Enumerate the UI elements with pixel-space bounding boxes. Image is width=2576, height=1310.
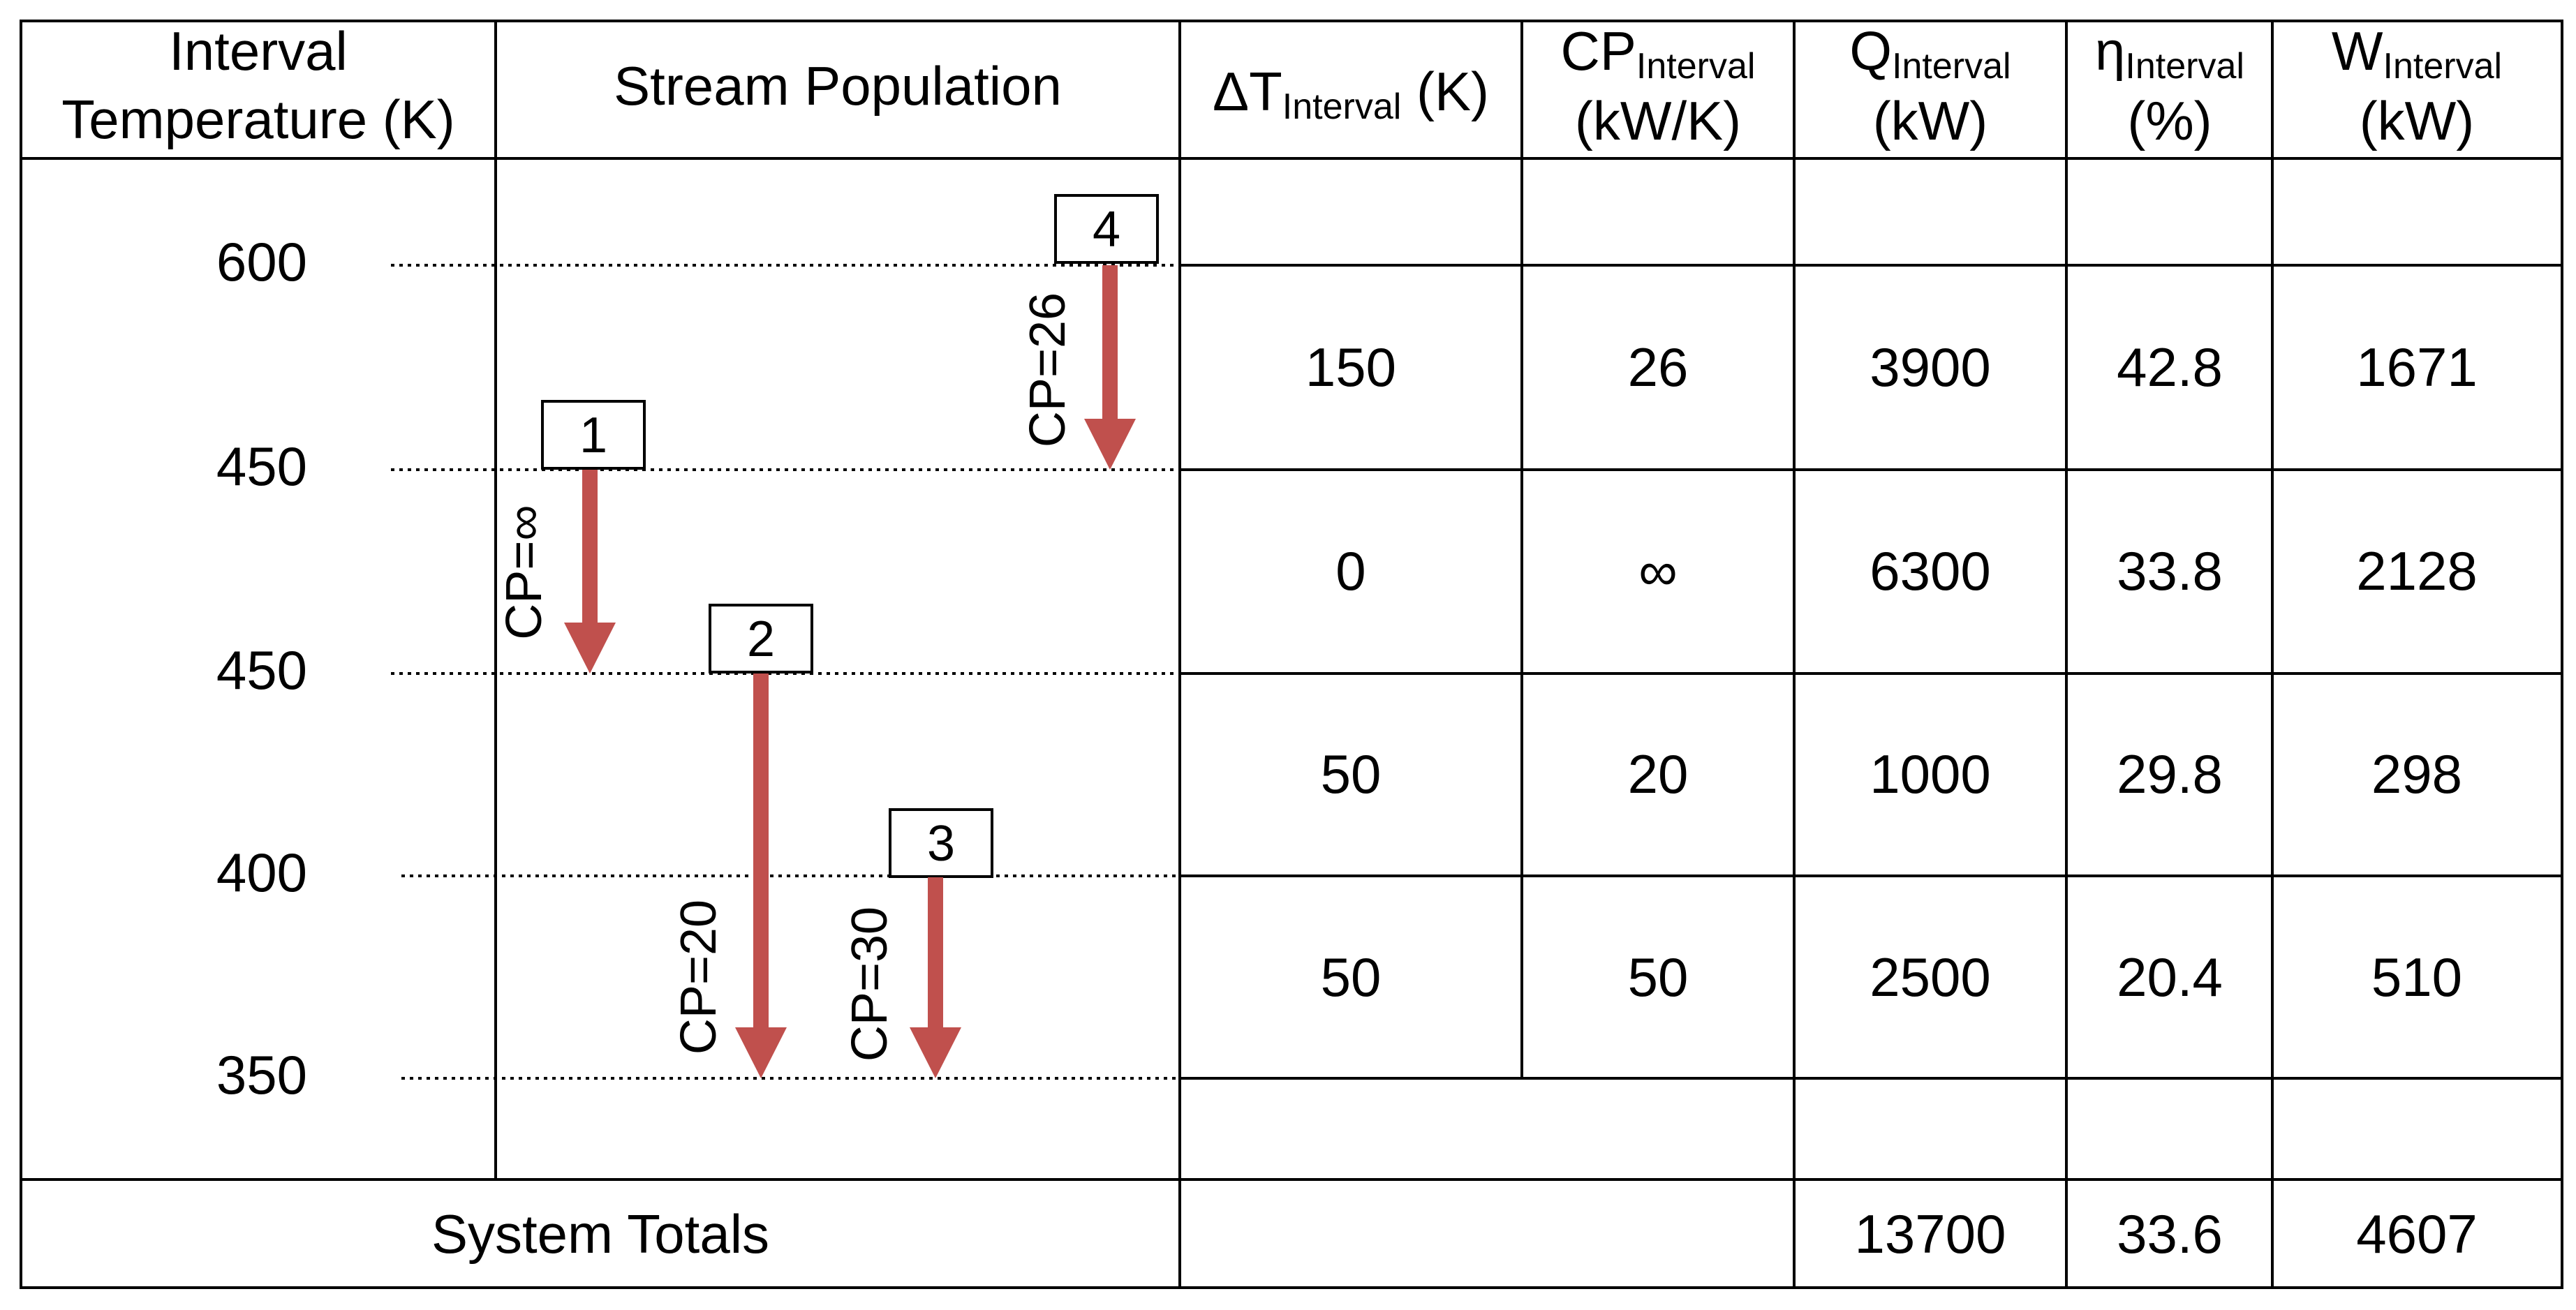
- totals-q: 13700: [1855, 1203, 2006, 1265]
- temp-label: 450: [216, 639, 307, 701]
- cell-q: 3900: [1870, 336, 1991, 398]
- header-q-unit: (kW): [1873, 90, 1988, 151]
- header-interval-temperature-line1: Interval: [169, 20, 348, 82]
- totals-eta: 33.6: [2117, 1203, 2223, 1265]
- stream-id-box: [541, 400, 646, 470]
- stream-id-box: [709, 604, 813, 673]
- interval-rows: 150 26 3900 42.8 1671 0 ∞ 6300 33.8 2128…: [1305, 336, 2478, 1008]
- cell-cp: 26: [1628, 336, 1689, 398]
- cell-delta-t: 150: [1305, 336, 1396, 398]
- stream-id-box: [889, 808, 993, 878]
- stream-arrow-head: [735, 1027, 787, 1078]
- totals-label: System Totals: [431, 1203, 769, 1265]
- header-q-symbol: QInterval: [1849, 20, 2011, 87]
- cell-delta-t: 0: [1335, 540, 1365, 602]
- cell-delta-t: 50: [1321, 946, 1382, 1008]
- cell-eta: 29.8: [2117, 743, 2223, 805]
- stream-cp-label: CP=30: [842, 907, 898, 1062]
- table-grid: [20, 20, 2563, 1289]
- cell-delta-t: 50: [1321, 743, 1382, 805]
- cell-cp: 50: [1628, 946, 1689, 1008]
- table-header: Interval Temperature (K) Stream Populati…: [61, 20, 2502, 151]
- header-interval-temperature-line2: Temperature (K): [61, 89, 455, 150]
- cell-eta: 20.4: [2117, 946, 2223, 1008]
- header-delta-t: ΔTInterval (K): [1213, 61, 1489, 127]
- stream-1: 1 CP=∞: [496, 400, 646, 673]
- stream-id-label: 2: [747, 611, 775, 667]
- cell-w: 510: [2371, 946, 2462, 1008]
- table-row: 0 ∞ 6300 33.8 2128: [1335, 540, 2477, 602]
- header-stream-population: Stream Population: [614, 55, 1062, 117]
- streams: 1 CP=∞ 2 CP=20 3 CP=30 4 CP=26: [496, 194, 1159, 1078]
- totals-row: System Totals 13700 33.6 4607: [431, 1203, 2478, 1265]
- stream-4: 4 CP=26: [1020, 194, 1159, 470]
- header-cp-unit: (kW/K): [1575, 90, 1741, 151]
- cell-w: 1671: [2356, 336, 2478, 398]
- table-row: 150 26 3900 42.8 1671: [1305, 336, 2478, 398]
- stream-id-label: 4: [1093, 202, 1120, 258]
- stream-arrow-head: [1084, 419, 1136, 470]
- table-row: 50 20 1000 29.8 298: [1321, 743, 2462, 805]
- stream-arrow-shaft: [582, 470, 598, 625]
- stream-arrow-head: [910, 1027, 961, 1078]
- cell-cp: ∞: [1638, 540, 1678, 602]
- stream-arrow-head: [564, 623, 616, 673]
- temp-label: 450: [216, 436, 307, 497]
- stream-arrow-shaft: [1102, 265, 1118, 420]
- header-w-symbol: WInterval: [2332, 20, 2502, 87]
- header-w-unit: (kW): [2360, 90, 2475, 151]
- temp-label: 350: [216, 1044, 307, 1106]
- cell-eta: 33.8: [2117, 540, 2223, 602]
- cell-cp: 20: [1628, 743, 1689, 805]
- stream-id-box: [1054, 194, 1159, 264]
- stream-arrow-shaft: [753, 673, 769, 1029]
- temp-label: 400: [216, 842, 307, 903]
- stream-cp-label: CP=26: [1020, 292, 1076, 447]
- cell-eta: 42.8: [2117, 336, 2223, 398]
- stream-id-label: 3: [927, 816, 955, 872]
- table-row: 50 50 2500 20.4 510: [1321, 946, 2462, 1008]
- totals-w: 4607: [2356, 1203, 2478, 1265]
- stream-2: 2 CP=20: [671, 604, 813, 1078]
- cell-w: 298: [2371, 743, 2462, 805]
- stream-cp-label: CP=20: [671, 900, 727, 1055]
- temperature-labels: 600 450 450 400 350: [216, 231, 307, 1106]
- stream-arrow-shaft: [928, 877, 943, 1029]
- stream-3: 3 CP=30: [842, 808, 993, 1078]
- cell-q: 2500: [1870, 946, 1991, 1008]
- cell-q: 1000: [1870, 743, 1991, 805]
- header-eta-symbol: ηInterval: [2095, 20, 2244, 87]
- cell-q: 6300: [1870, 540, 1991, 602]
- header-eta-unit: (%): [2127, 90, 2212, 151]
- stream-cp-label: CP=∞: [496, 505, 552, 639]
- stream-id-label: 1: [579, 408, 607, 463]
- temp-label: 600: [216, 231, 307, 292]
- cell-w: 2128: [2356, 540, 2478, 602]
- table-border: [20, 20, 2563, 1289]
- header-cp-symbol: CPInterval: [1561, 20, 1756, 87]
